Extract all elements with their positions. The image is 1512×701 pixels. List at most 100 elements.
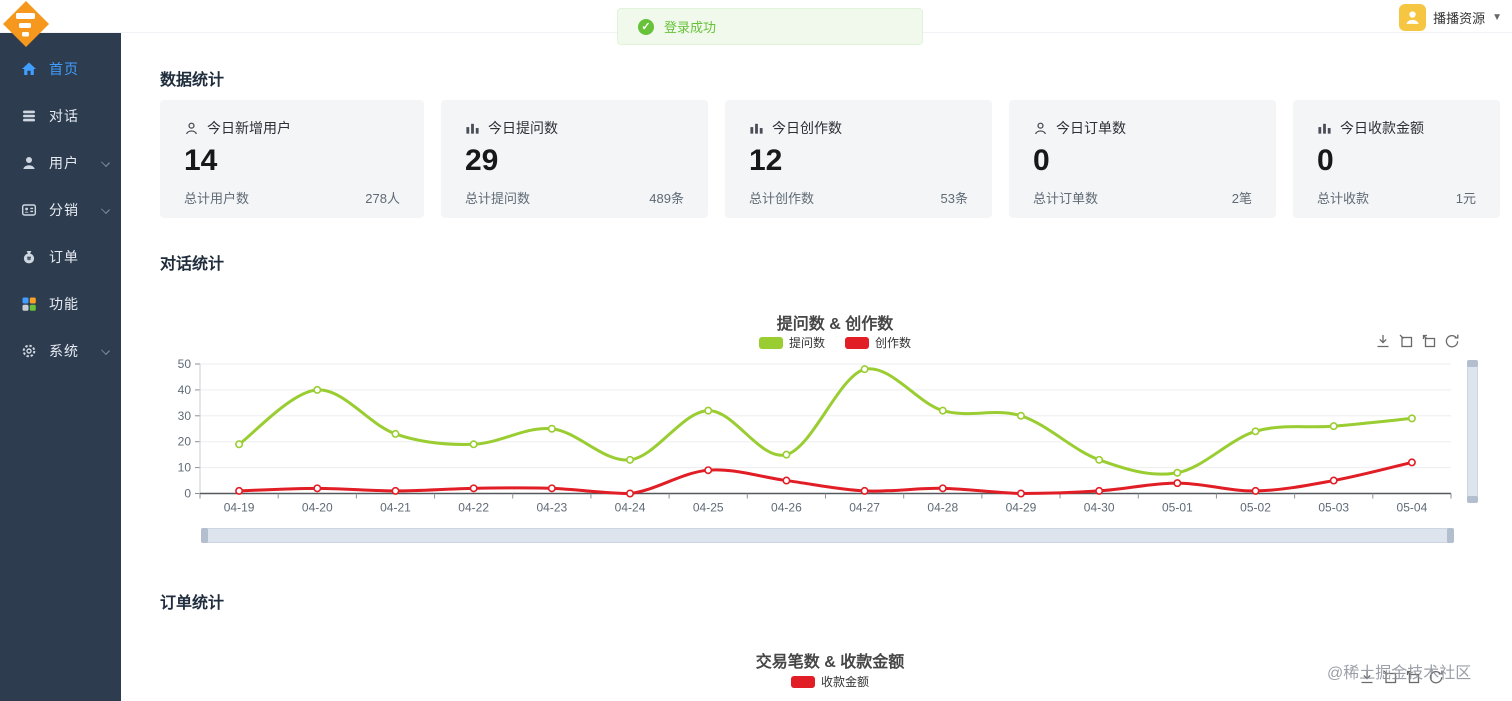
svg-text:50: 50 (178, 357, 192, 371)
stat-card-footer-label: 总计用户数 (184, 191, 250, 206)
stat-card-value: 29 (465, 144, 499, 177)
svg-text:04-27: 04-27 (849, 501, 880, 515)
svg-text:30: 30 (178, 409, 192, 423)
zoom-restore-icon[interactable] (1420, 332, 1438, 350)
svg-text:04-21: 04-21 (380, 501, 411, 515)
badge-icon (21, 202, 37, 218)
stat-card-orders: 今日订单数 0 总计订单数 2笔 (1009, 100, 1276, 218)
user-icon (184, 121, 199, 136)
stat-card-footer-label: 总计收款 (1317, 191, 1370, 206)
chevron-down-icon (101, 158, 110, 167)
svg-text:10: 10 (178, 461, 192, 475)
chart1-title: 提问数 & 创作数 (776, 316, 894, 333)
gear-icon (21, 343, 37, 359)
sidebar-item-label: 对话 (49, 107, 79, 124)
stat-card-value: 14 (184, 144, 218, 177)
sidebar-item-chat[interactable]: 对话 (0, 92, 121, 139)
save-image-icon[interactable] (1358, 668, 1376, 686)
svg-text:05-01: 05-01 (1162, 501, 1193, 515)
svg-text:0: 0 (184, 487, 191, 501)
legend-swatch-red (845, 336, 869, 349)
stat-card-questions: 今日提问数 29 总计提问数 489条 (441, 100, 708, 218)
line-chart-canvas[interactable]: 0 10 20 30 40 50 04-19 04-20 04-21 04-22 04-23 04-2… (170, 356, 1470, 521)
chevron-down-icon (101, 346, 110, 355)
legend-swatch-red (790, 675, 815, 688)
stat-card-footer-value: 53条 (940, 191, 968, 206)
sidebar-item-label: 用户 (49, 154, 79, 171)
svg-text:04-19: 04-19 (224, 501, 255, 515)
watermark-text: @稀土掘金技术社区 (1327, 665, 1472, 682)
stat-card-title: 今日新增用户 (207, 120, 291, 136)
svg-text:04-28: 04-28 (927, 501, 958, 515)
zoom-restore-icon[interactable] (1404, 668, 1422, 686)
stat-card-title: 今日订单数 (1056, 120, 1126, 136)
save-image-icon[interactable] (1374, 332, 1392, 350)
svg-text:04-25: 04-25 (693, 501, 724, 515)
slider-handle-left[interactable] (201, 528, 208, 543)
sidebar-item-orders[interactable]: 订单 (0, 233, 121, 280)
sidebar-item-features[interactable]: 功能 (0, 280, 121, 327)
svg-text:04-20: 04-20 (302, 501, 333, 515)
stat-card-value: 0 (1033, 144, 1050, 177)
username: 播播资源 (1433, 10, 1486, 26)
stat-card-title: 今日提问数 (488, 120, 558, 136)
legend-label: 创作数 (875, 336, 912, 350)
money-bag-icon (21, 249, 37, 265)
refresh-icon[interactable] (1427, 668, 1445, 686)
chat-icon (21, 108, 37, 124)
chart1-legend: 提问数 创作数 (210, 334, 1460, 351)
legend-item-questions[interactable]: 提问数 (758, 334, 825, 351)
stat-card-footer-label: 总计订单数 (1033, 191, 1099, 206)
chart2-toolbox (1358, 668, 1445, 686)
slider-handle-bottom[interactable] (1467, 496, 1478, 503)
histogram-icon (1317, 121, 1332, 136)
sidebar-item-distribution[interactable]: 分销 (0, 186, 121, 233)
svg-text:04-24: 04-24 (615, 501, 646, 515)
sidebar-item-home[interactable]: 首页 (0, 45, 121, 92)
section-title-stats: 数据统计 (160, 72, 225, 89)
sidebar-item-users[interactable]: 用户 (0, 139, 121, 186)
stat-card-creations: 今日创作数 12 总计创作数 53条 (725, 100, 992, 218)
refresh-icon[interactable] (1443, 332, 1461, 350)
success-check-icon: ✓ (638, 18, 654, 35)
stat-card-footer-value: 1元 (1455, 191, 1476, 206)
user-icon (1033, 121, 1048, 136)
toast-text: 登录成功 (664, 20, 717, 35)
sidebar-item-label: 系统 (49, 342, 79, 359)
svg-text:04-22: 04-22 (458, 501, 489, 515)
data-zoom-slider-horizontal[interactable] (201, 528, 1454, 543)
section-title-dialog: 对话统计 (160, 256, 225, 273)
legend-item-payments[interactable]: 收款金额 (790, 673, 869, 690)
slider-handle-top[interactable] (1467, 360, 1478, 367)
stat-card-new-users: 今日新增用户 14 总计用户数 278人 (160, 100, 424, 218)
toast-login-success: ✓ 登录成功 (617, 8, 923, 45)
sidebar-item-label: 功能 (49, 295, 79, 312)
chart2-legend: 收款金额 (160, 673, 1500, 690)
stat-card-footer-value: 2笔 (1231, 191, 1252, 206)
home-icon (21, 61, 37, 77)
data-zoom-slider-vertical[interactable] (1467, 360, 1478, 503)
legend-label: 提问数 (788, 336, 825, 350)
svg-text:05-03: 05-03 (1318, 501, 1349, 515)
chevron-down-icon (101, 205, 110, 214)
stat-card-value: 12 (749, 144, 783, 177)
svg-text:04-30: 04-30 (1084, 501, 1115, 515)
slider-handle-right[interactable] (1447, 528, 1454, 543)
logo-diamond-icon (3, 1, 49, 47)
stat-card-title: 今日创作数 (772, 120, 842, 136)
sidebar-item-system[interactable]: 系统 (0, 327, 121, 374)
svg-text:20: 20 (178, 435, 192, 449)
data-zoom-icon[interactable] (1397, 332, 1415, 350)
stat-card-revenue: 今日收款金额 0 总计收款 1元 (1293, 100, 1500, 218)
user-menu[interactable]: 播播资源 ▼ (1399, 2, 1502, 32)
svg-text:04-29: 04-29 (1006, 501, 1037, 515)
svg-text:05-04: 05-04 (1397, 501, 1428, 515)
legend-label: 收款金额 (820, 675, 869, 689)
person-icon (1406, 10, 1419, 24)
sidebar: 首页 对话 用户 分销 订单 (0, 33, 121, 701)
app-logo[interactable] (2, 0, 50, 48)
avatar (1399, 3, 1427, 31)
svg-text:04-23: 04-23 (536, 501, 567, 515)
legend-item-creations[interactable]: 创作数 (845, 334, 911, 351)
data-zoom-icon[interactable] (1381, 668, 1399, 686)
